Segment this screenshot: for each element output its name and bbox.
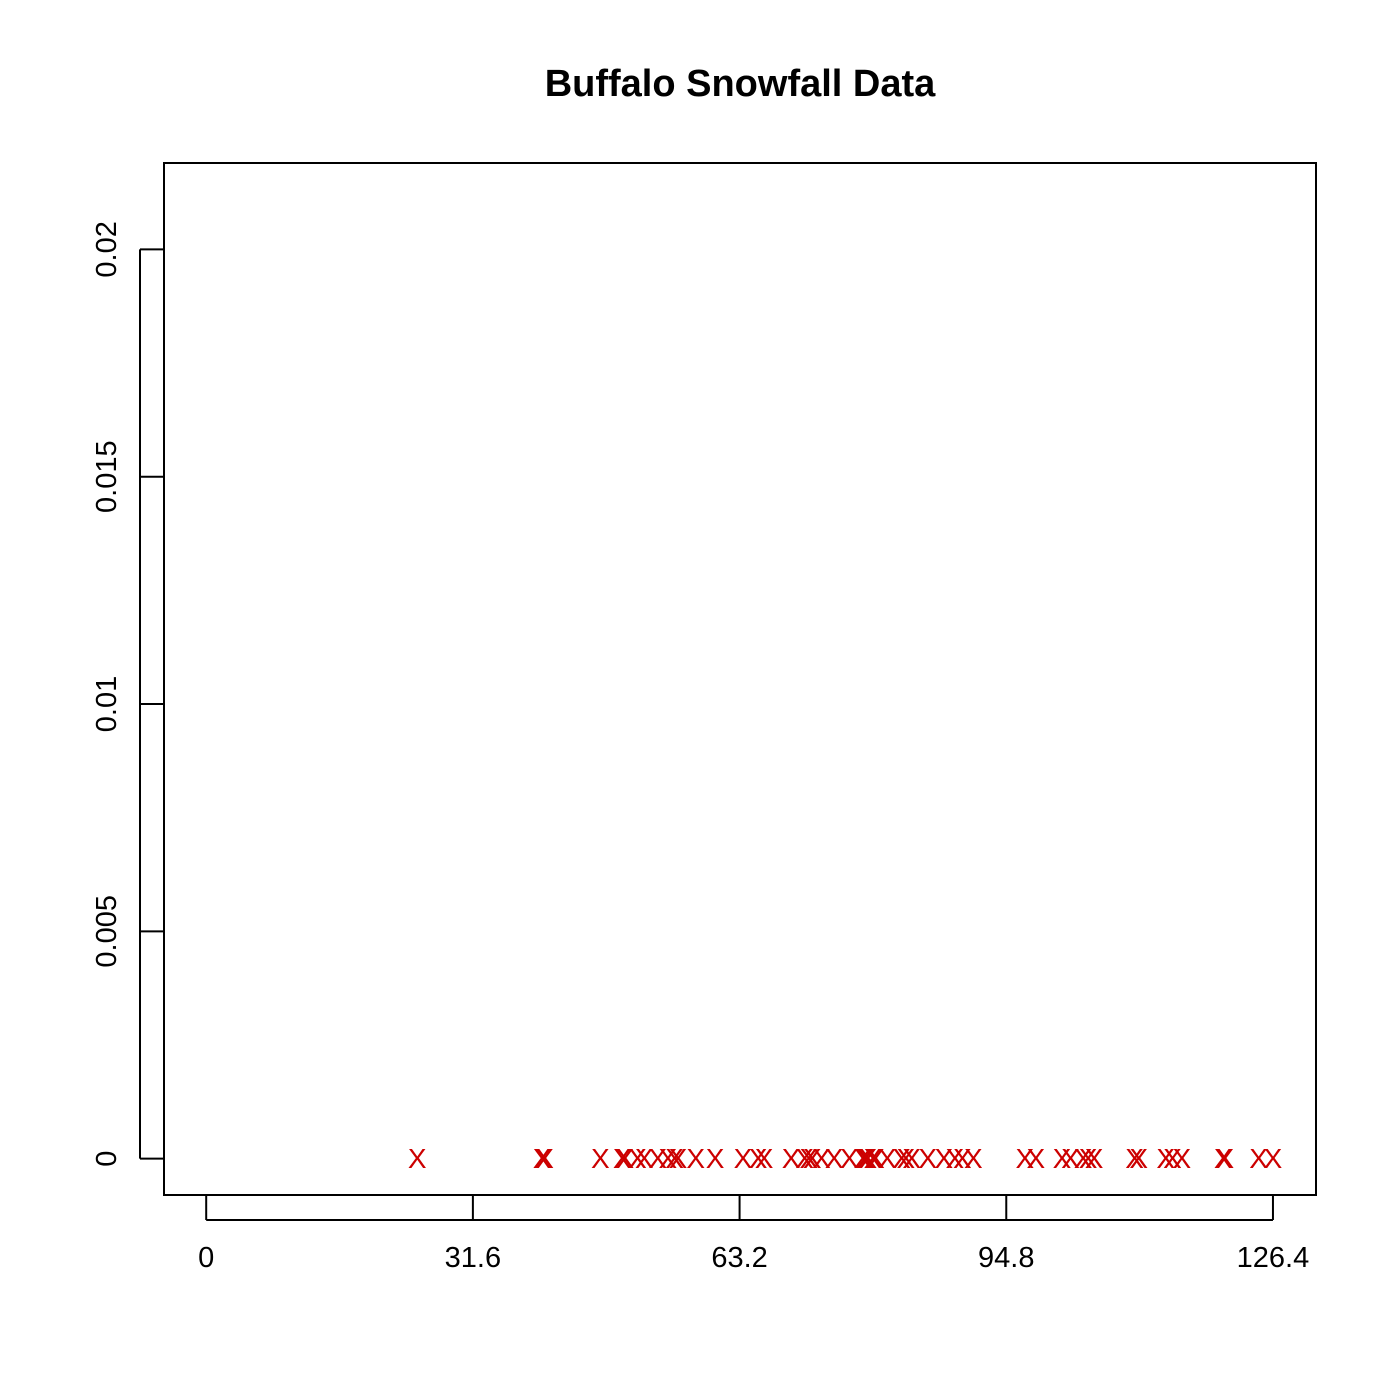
data-point: X <box>878 1143 897 1174</box>
data-point: X <box>1264 1143 1283 1174</box>
plot-frame <box>163 162 1317 1196</box>
data-point: X <box>1214 1143 1233 1174</box>
y-tick-label: 0.02 <box>91 221 123 277</box>
data-point: X <box>892 1143 911 1174</box>
data-point: X <box>902 1143 921 1174</box>
data-point: X <box>803 1143 822 1174</box>
data-point: X <box>1129 1143 1148 1174</box>
data-point: X <box>686 1143 705 1174</box>
x-tick-label: 94.8 <box>978 1242 1034 1274</box>
data-point: X <box>953 1143 972 1174</box>
data-point: X <box>840 1143 859 1174</box>
x-tick-label: 0 <box>198 1242 214 1274</box>
data-point: X <box>799 1143 818 1174</box>
x-axis: 0 31.6 63.2 94.8 126.4 <box>198 1195 1309 1274</box>
y-tick-label: 0.01 <box>91 676 123 732</box>
data-point: X <box>934 1143 953 1174</box>
data-point: X <box>856 1143 875 1174</box>
data-point: X <box>1074 1143 1093 1174</box>
data-point: X <box>964 1143 983 1174</box>
data-point: X <box>749 1143 768 1174</box>
data-point: X <box>665 1143 684 1174</box>
data-point: X <box>866 1143 885 1174</box>
chart-title: Buffalo Snowfall Data <box>545 63 936 105</box>
data-point: X <box>812 1143 831 1174</box>
data-point: X <box>1026 1143 1045 1174</box>
data-point: X <box>734 1143 753 1174</box>
data-point: X <box>918 1143 937 1174</box>
data-point: X <box>628 1143 647 1174</box>
data-point: X <box>658 1143 677 1174</box>
data-point: X <box>669 1143 688 1174</box>
data-point: X <box>1216 1143 1235 1174</box>
y-tick-label: 0.015 <box>91 440 123 513</box>
x-tick-label: 126.4 <box>1237 1242 1310 1274</box>
data-point: X <box>1156 1143 1175 1174</box>
data-point: X <box>1172 1143 1191 1174</box>
data-point: X <box>1061 1143 1080 1174</box>
data-point: X <box>945 1143 964 1174</box>
data-point: X <box>1015 1143 1034 1174</box>
data-point: X <box>864 1143 883 1174</box>
data-point: X <box>1079 1143 1098 1174</box>
data-point: X <box>825 1143 844 1174</box>
data-point: X <box>706 1143 725 1174</box>
data-point: X <box>648 1143 667 1174</box>
data-point: X <box>613 1143 632 1174</box>
y-axis: 0 0.005 0.01 0.015 0.02 <box>91 221 164 1167</box>
data-point: X <box>853 1143 872 1174</box>
data-point: X <box>896 1143 915 1174</box>
x-tick-label: 63.2 <box>711 1242 767 1274</box>
data-point: X <box>533 1143 552 1174</box>
data-point: X <box>1053 1143 1072 1174</box>
y-tick-label: 0 <box>91 1151 123 1167</box>
data-point: X <box>782 1143 801 1174</box>
data-point: X <box>859 1143 878 1174</box>
data-point: X <box>635 1143 654 1174</box>
data-point: X <box>1085 1143 1104 1174</box>
data-point: X <box>1249 1143 1268 1174</box>
x-tick-label: 31.6 <box>445 1242 501 1274</box>
data-point: X <box>1125 1143 1144 1174</box>
y-tick-label: 0.005 <box>91 895 123 968</box>
data-point: X <box>755 1143 774 1174</box>
data-point: X <box>591 1143 610 1174</box>
data-point: X <box>408 1143 427 1174</box>
data-point: X <box>795 1143 814 1174</box>
data-point: X <box>615 1143 634 1174</box>
data-point: X <box>535 1143 554 1174</box>
data-point: X <box>1163 1143 1182 1174</box>
